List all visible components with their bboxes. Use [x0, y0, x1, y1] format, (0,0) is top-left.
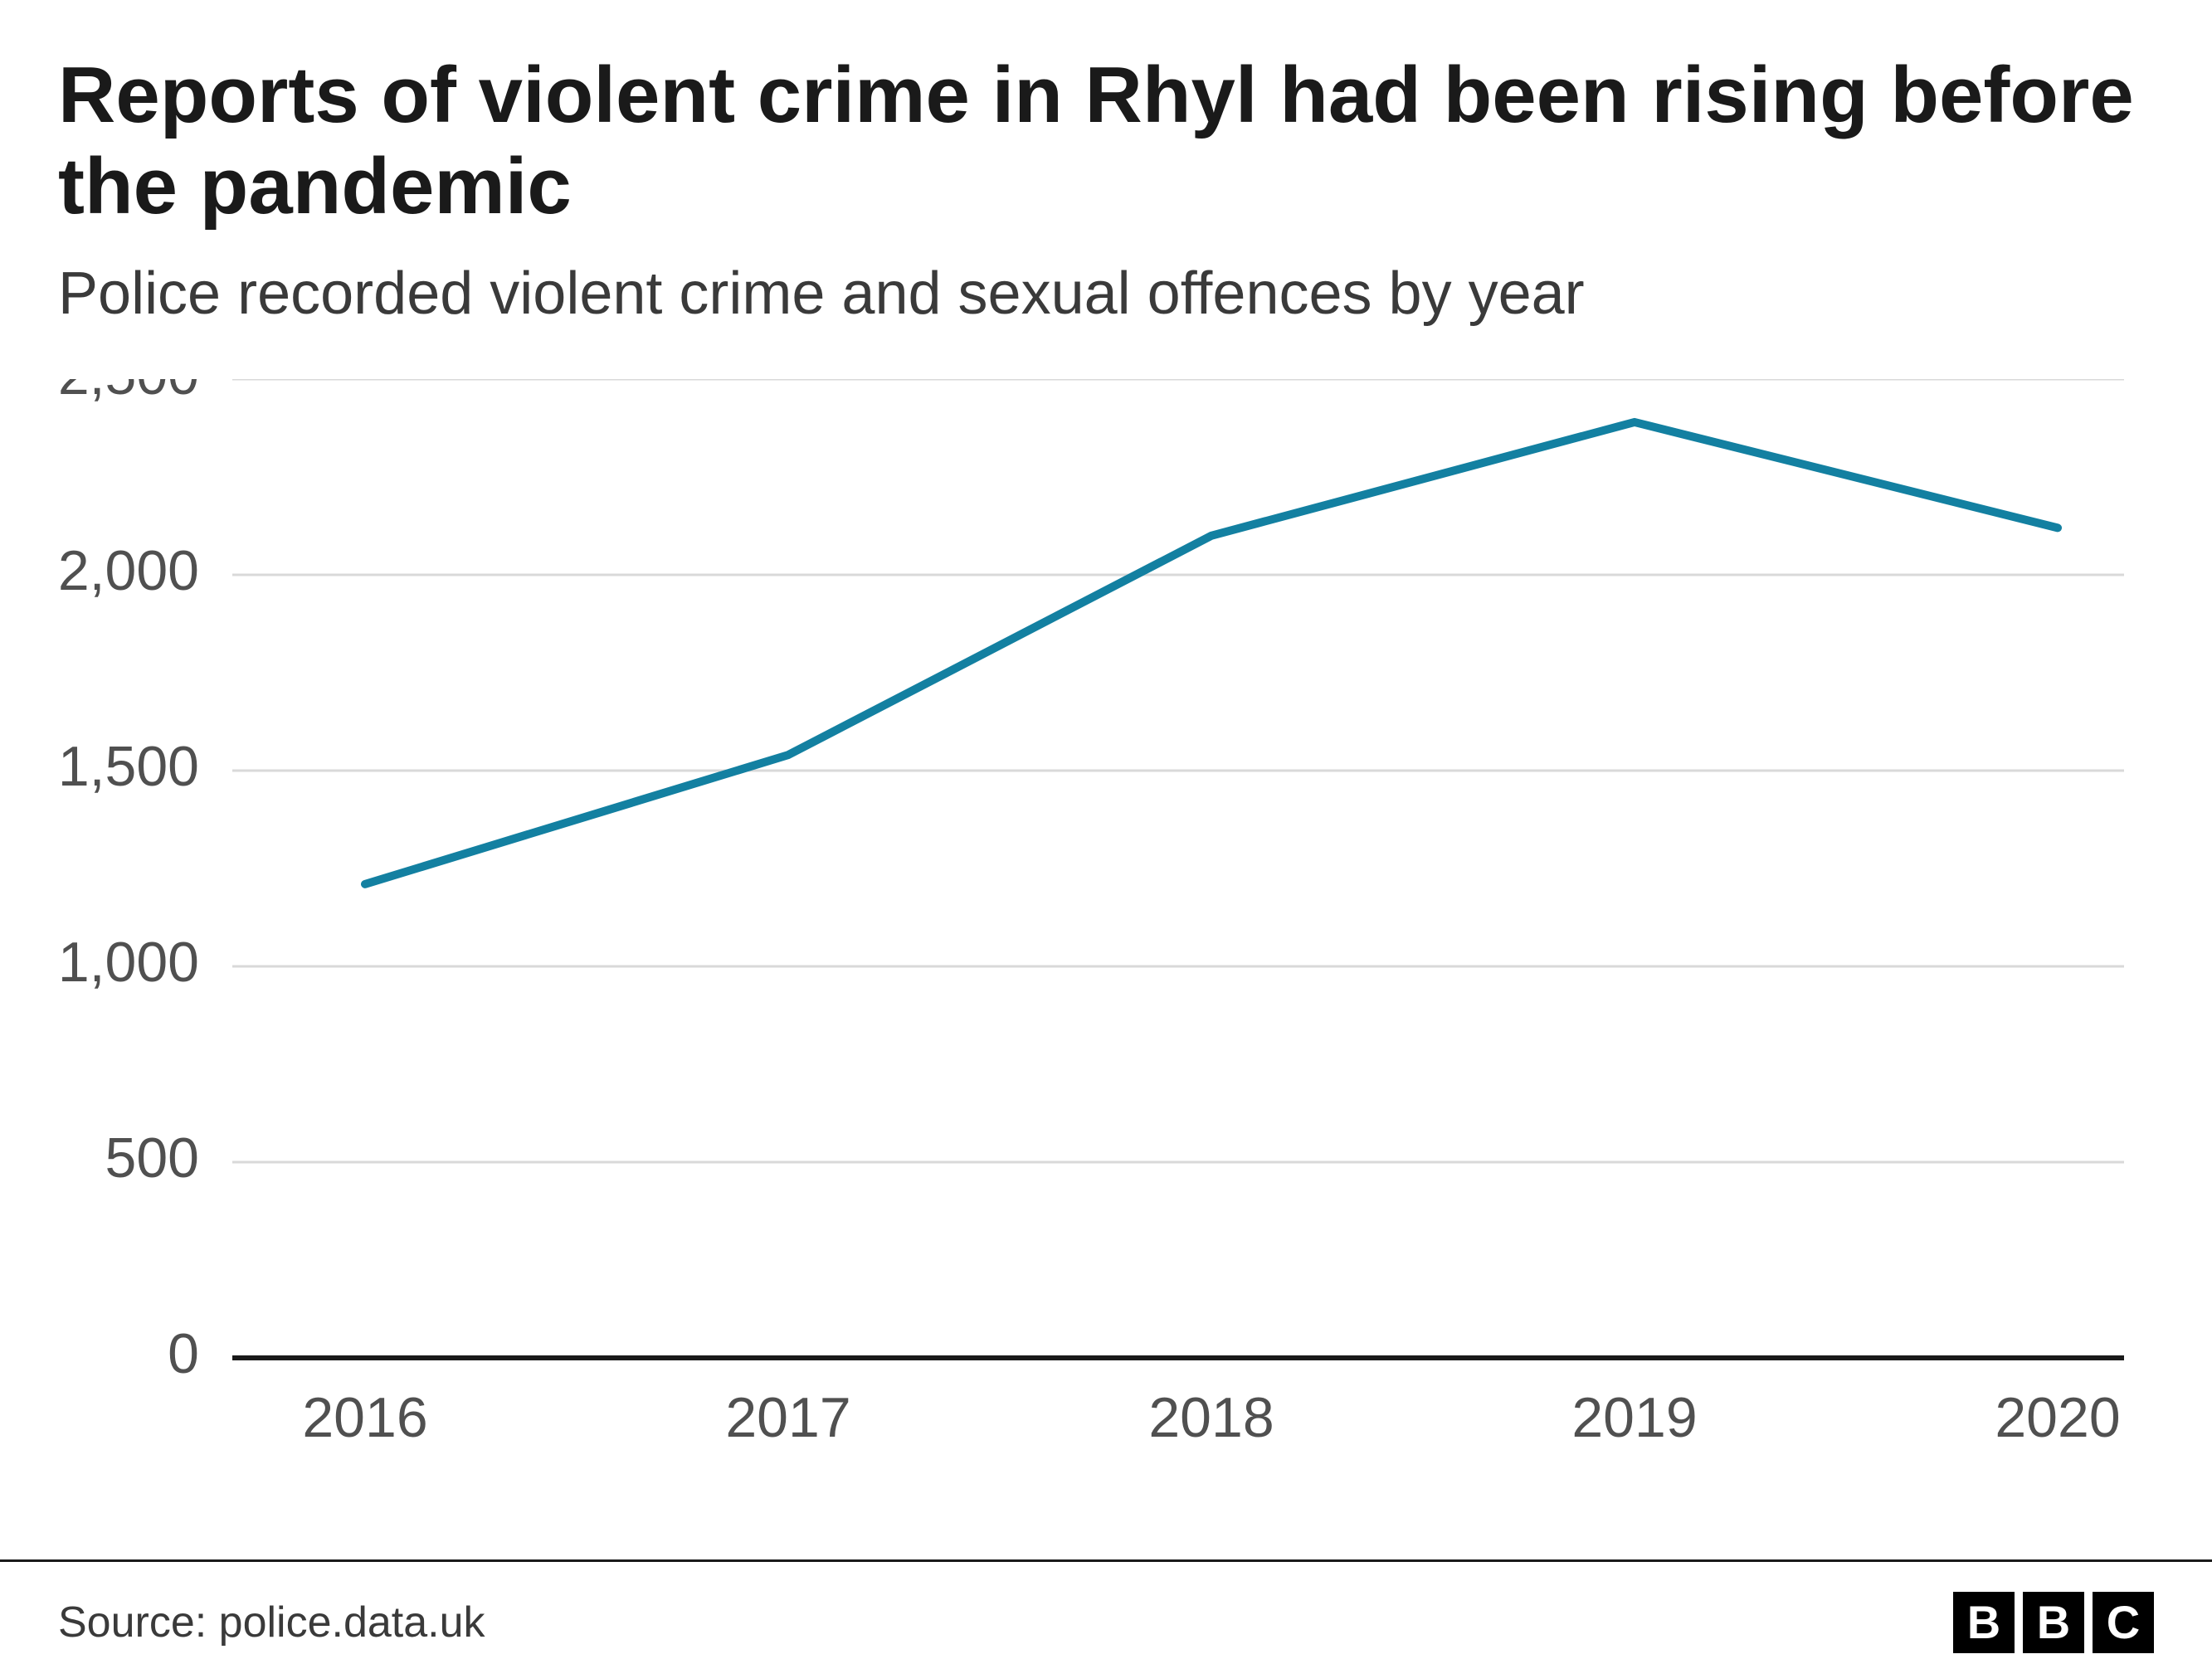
series-line [365, 422, 2058, 884]
y-tick-label: 2,000 [58, 539, 199, 602]
x-tick-label: 2018 [1148, 1386, 1274, 1449]
chart-subtitle: Police recorded violent crime and sexual… [58, 258, 2154, 329]
x-tick-label: 2016 [302, 1386, 427, 1449]
y-tick-label: 1,000 [58, 931, 199, 994]
y-tick-label: 2,500 [58, 379, 199, 406]
bbc-logo-letter: C [2093, 1592, 2154, 1653]
x-tick-label: 2019 [1571, 1386, 1697, 1449]
chart-title: Reports of violent crime in Rhyl had bee… [58, 50, 2154, 233]
y-tick-label: 1,500 [58, 735, 199, 798]
figure-footer: Source: police.data.uk BBC [0, 1559, 2212, 1659]
chart-area: 0 500 1,000 1,500 2,000 2,500 2016 2017 2018 2019… [58, 379, 2154, 1478]
figure-container: Reports of violent crime in Rhyl had bee… [0, 0, 2212, 1659]
source-label: Source: police.data.uk [58, 1598, 485, 1647]
line-chart-svg: 0 500 1,000 1,500 2,000 2,500 2016 2017 2018 2019… [58, 379, 2154, 1474]
y-tick-label: 0 [168, 1322, 199, 1385]
y-tick-label: 500 [105, 1126, 199, 1190]
bbc-logo: BBC [1953, 1592, 2154, 1653]
x-tick-label: 2017 [725, 1386, 850, 1449]
x-tick-label: 2020 [1995, 1386, 2120, 1449]
bbc-logo-letter: B [2023, 1592, 2084, 1653]
bbc-logo-letter: B [1953, 1592, 2015, 1653]
